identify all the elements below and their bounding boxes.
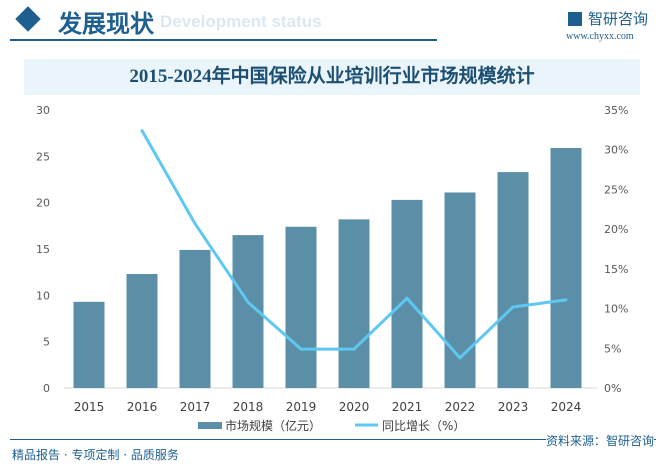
bar-2022 [444, 192, 476, 388]
header-title: 发展现状 [58, 10, 154, 38]
brand-name: 智研咨询 [588, 10, 649, 28]
footer-slogan: 精品报告 · 专项定制 · 品质服务 [12, 448, 179, 462]
source-note: 资料来源：智研咨询 [545, 432, 654, 449]
x-tick: 2017 [180, 400, 211, 414]
chart-title: 2015-2024年中国保险从业培训行业市场规模统计 [129, 66, 535, 87]
bar-2019 [285, 226, 317, 388]
y-right-tick: 10% [604, 303, 628, 316]
growth-point-2021 [405, 296, 409, 300]
header-divider [10, 39, 437, 41]
y-left-tick: 0 [43, 382, 50, 395]
growth-point-2020 [352, 347, 356, 351]
y-right-tick: 25% [604, 183, 628, 196]
x-tick: 2020 [339, 400, 370, 414]
growth-point-2019 [299, 347, 303, 351]
y-left-tick: 15 [36, 243, 50, 256]
legend-bar-label: 市场规模（亿元） [225, 418, 321, 433]
x-tick: 2023 [498, 400, 529, 414]
y-right-tick: 0% [604, 382, 621, 395]
header-subtitle: Development status [160, 12, 322, 31]
x-tick: 2018 [233, 400, 264, 414]
x-tick: 2024 [551, 400, 582, 414]
legend-line-label: 同比增长（%） [382, 419, 465, 433]
title-band [24, 59, 640, 95]
logo-icon [568, 12, 582, 26]
y-left-tick: 10 [36, 289, 50, 302]
growth-point-2022 [458, 356, 462, 360]
x-tick: 2015 [74, 400, 105, 414]
growth-point-2018 [246, 300, 250, 304]
bar-2020 [338, 219, 370, 388]
footer-divider [10, 439, 656, 440]
growth-point-2017 [193, 222, 197, 226]
bar-2023 [497, 172, 529, 388]
y-right-tick: 30% [604, 144, 628, 157]
y-right-tick: 15% [604, 263, 628, 276]
x-tick: 2016 [127, 400, 158, 414]
y-left-tick: 25 [36, 150, 50, 163]
x-tick: 2021 [392, 400, 423, 414]
y-left-tick: 5 [43, 336, 50, 349]
site-url: www.chyxx.com [566, 31, 634, 42]
bar-2016 [126, 274, 158, 388]
legend-bar-swatch [198, 422, 222, 429]
growth-point-2023 [511, 305, 515, 309]
bar-2024 [550, 147, 582, 388]
bar-2021 [391, 199, 423, 388]
growth-point-2024 [564, 298, 568, 302]
y-right-tick: 5% [604, 342, 621, 355]
brand-logo: 智研咨询 [568, 8, 648, 29]
x-tick: 2022 [445, 400, 476, 414]
y-right-tick: 20% [604, 223, 628, 236]
y-left-tick: 30 [36, 104, 50, 117]
y-left-tick: 20 [36, 197, 50, 210]
growth-point-2016 [140, 129, 144, 133]
bar-2015 [73, 301, 105, 388]
x-tick: 2019 [286, 400, 317, 414]
y-right-tick: 35% [604, 104, 628, 117]
bar-2017 [179, 249, 211, 388]
